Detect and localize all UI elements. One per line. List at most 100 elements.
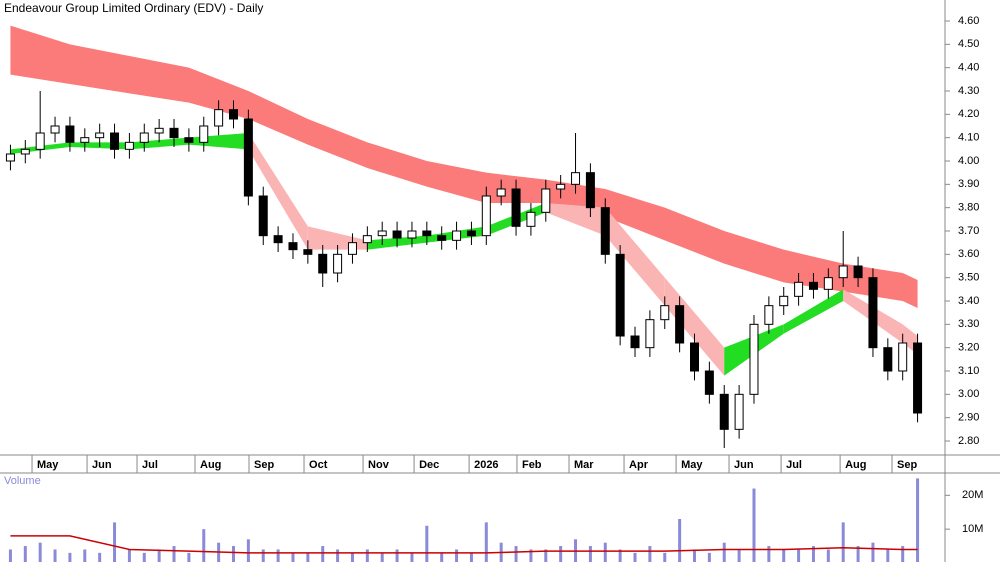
volume-bar — [321, 546, 325, 563]
y-tick-label: 3.30 — [958, 318, 979, 330]
candle-body — [704, 370, 714, 395]
y-tick-label: 3.90 — [958, 178, 979, 190]
volume-bar — [811, 546, 815, 563]
candle-body — [65, 125, 75, 143]
y-tick-label: 3.50 — [958, 272, 979, 284]
candle-body — [615, 253, 625, 337]
volume-bar — [157, 549, 161, 563]
fast-band — [605, 207, 665, 306]
candle-body — [333, 253, 343, 274]
candle-body — [660, 305, 670, 321]
volume-bar — [693, 549, 696, 563]
candle-body — [913, 342, 923, 414]
x-tick-label: Sep — [897, 459, 917, 471]
candle-body — [288, 242, 298, 251]
y-tick-label: 3.60 — [958, 248, 979, 260]
candle-body — [199, 125, 209, 143]
volume-bar — [232, 546, 235, 563]
candle-body — [110, 132, 120, 150]
volume-bar — [737, 549, 741, 563]
volume-bar — [83, 549, 87, 563]
volume-bar — [246, 539, 250, 563]
y-tick-label: 4.60 — [958, 15, 979, 27]
x-tick-label: Jul — [142, 459, 158, 471]
y-tick-label: 3.10 — [958, 365, 979, 377]
candle-body — [526, 211, 536, 227]
candle-body — [690, 342, 699, 372]
volume-bar — [410, 552, 414, 563]
candle-body — [779, 295, 789, 307]
candle-body — [229, 109, 238, 120]
y-tick-label: 4.20 — [958, 108, 979, 120]
candle-body — [258, 195, 268, 237]
volume-bar — [8, 549, 12, 563]
candle-body — [541, 188, 551, 213]
volume-bar — [856, 546, 860, 563]
volume-bar — [722, 542, 726, 563]
candle-body — [838, 265, 848, 279]
y-tick-label: 4.50 — [958, 38, 979, 50]
candle-body — [645, 319, 655, 349]
x-tick-label: Nov — [368, 459, 390, 471]
volume-bar — [365, 549, 369, 563]
y-tick-label: 4.40 — [958, 62, 979, 74]
candle-body — [318, 253, 328, 274]
x-tick-label: Oct — [309, 459, 328, 471]
x-tick-label: May — [681, 459, 703, 471]
y-tick-label: 3.80 — [958, 202, 979, 214]
volume-bar — [648, 546, 652, 563]
candle-body — [437, 235, 447, 241]
y-tick-label: 3.20 — [958, 342, 979, 354]
candle-body — [5, 153, 15, 162]
candles — [5, 91, 923, 448]
candle-body — [853, 265, 863, 279]
volume-bar — [618, 549, 622, 563]
volume-bar — [142, 552, 146, 563]
y-tick-label: 2.80 — [958, 435, 979, 447]
candle-body — [571, 172, 581, 185]
x-tick-label: Mar — [574, 459, 594, 471]
y-tick-label: 4.10 — [958, 132, 979, 144]
volume-bar — [38, 542, 42, 563]
volume-bar — [752, 488, 756, 563]
candle-body — [392, 230, 402, 239]
y-tick-label: 4.00 — [958, 155, 979, 167]
volume-bar — [678, 519, 682, 563]
volume-ma — [10, 535, 918, 554]
candle-body — [734, 393, 744, 430]
x-tick-label: Dec — [419, 459, 439, 471]
volume-bar — [127, 549, 131, 563]
candle-body — [184, 137, 194, 143]
x-tick-label: May — [37, 459, 59, 471]
volume-bar — [217, 542, 221, 563]
candle-body — [511, 188, 521, 227]
candle-body — [95, 132, 105, 139]
volume-bar — [871, 542, 875, 563]
fast-band — [248, 133, 308, 250]
x-tick-label: Apr — [629, 459, 649, 471]
candle-body — [823, 277, 833, 290]
volume-bar — [797, 549, 801, 563]
chart-title: Endeavour Group Limited Ordinary (EDV) -… — [4, 1, 263, 15]
y-tick-label: 4.30 — [958, 85, 979, 97]
candle-body — [719, 393, 729, 430]
candle-body — [600, 207, 610, 255]
volume-bar — [469, 552, 473, 563]
candle-body — [883, 347, 893, 372]
volume-bar — [588, 546, 592, 563]
candle-body — [377, 230, 387, 237]
candle-body — [124, 141, 134, 150]
bands — [10, 25, 918, 376]
candle-body — [303, 249, 313, 255]
candle-body — [675, 305, 685, 344]
candle-body — [214, 109, 224, 127]
candle-body — [466, 230, 476, 237]
candle-body — [154, 127, 164, 134]
volume-bar — [514, 546, 518, 563]
volume-bar — [380, 552, 384, 563]
volume-bar — [707, 552, 711, 563]
volume-tick-label: 20M — [962, 489, 983, 501]
candle-body — [422, 230, 432, 237]
volume-bar — [544, 549, 548, 563]
x-tick-label: Jul — [786, 459, 802, 471]
